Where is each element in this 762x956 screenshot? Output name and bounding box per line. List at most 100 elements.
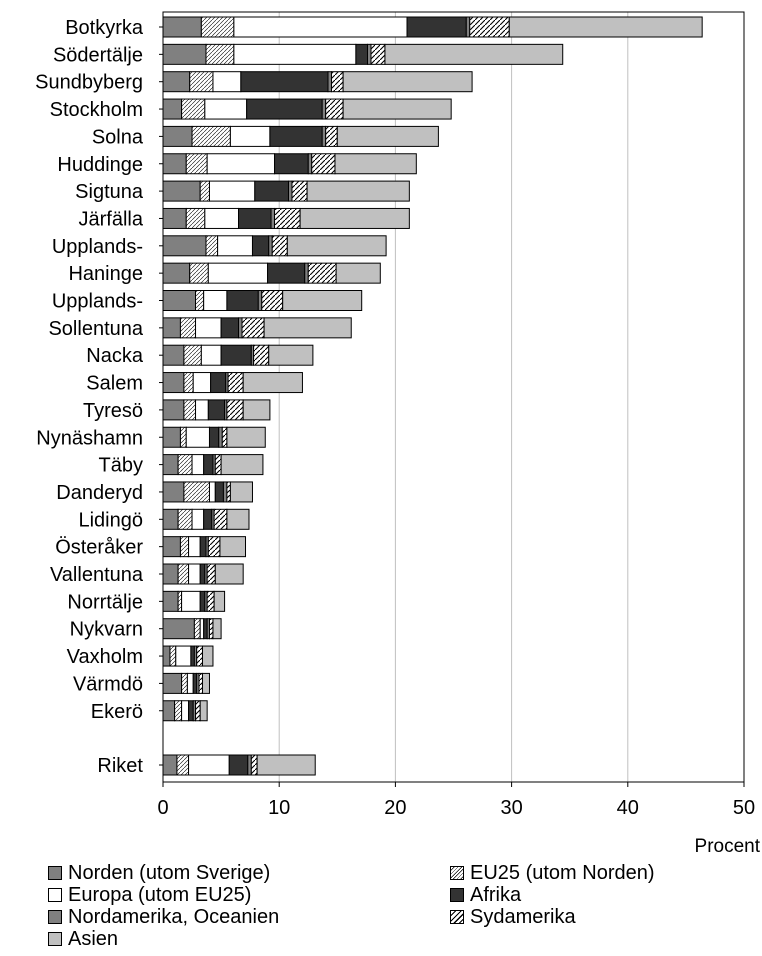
category-label: Tyresö [83,400,143,422]
bar-segment [242,372,303,394]
bar-segment [336,125,439,147]
bar-segment [181,98,206,120]
bar-segment [299,207,410,229]
bar-segment [220,317,240,339]
bar-segment [162,98,183,120]
bar-segment [406,16,467,38]
legend-label: Sydamerika [470,906,576,928]
category-label: Sundbyberg [35,72,143,94]
bar-segment [199,590,206,612]
bar-segment [200,16,235,38]
category-label: Nacka [86,345,144,367]
bar-segment [228,754,249,776]
bar-segment [226,481,231,503]
bar-segment [226,290,259,311]
bar-segment [208,618,214,640]
bars [162,16,703,776]
bar-segment [162,344,185,366]
bar-segment [162,290,197,311]
bar-segment [177,454,193,476]
category-label: Nykvarn [70,619,143,641]
bar-segment [253,344,270,366]
legend-label: Asien [68,928,119,950]
bar-segment [200,344,222,366]
bar-segment [218,426,223,448]
bar-segment [193,618,201,640]
bar-segment [370,43,386,65]
bar-segment [192,372,212,394]
bar-segment [226,508,250,530]
category-labels: Botkyrka Södertälje Sundbyberg Stockholm Sol… [35,17,163,777]
bar-segment [256,754,316,776]
bar-segment [267,262,306,284]
bar-segment [212,71,242,93]
category-label: Täby [99,455,143,477]
bar-segment [179,317,197,339]
bar-segment [268,344,314,366]
bar-segment [469,16,510,38]
bar-segment [204,98,248,120]
bar-segment [335,262,381,284]
bar-segment [268,235,273,257]
bar-segment [162,262,191,284]
category-label: Salem [86,373,143,395]
x-axis-ticks: 0 10 20 30 40 50 [157,782,755,819]
plot-area-frame [162,11,745,783]
bar-segment [270,207,276,229]
bar-segment [271,235,288,257]
bar-segment [195,700,201,722]
bar-segment [207,399,226,421]
x-tick-label: 10 [268,797,290,819]
bar-segment [202,645,214,667]
bar-segment [162,317,181,339]
legend-item: Norden (utom Sverige) [48,862,270,884]
legend-swatch [48,910,62,924]
bar-segment [241,317,265,339]
bar-segment [186,672,194,694]
bar-segment [213,590,226,612]
bar-segment [162,180,201,202]
bar-segment [210,372,227,394]
bar-segment [189,71,214,93]
legend-item: Europa (utom EU25) [48,884,251,906]
bar-segment [177,508,193,530]
bar-segment [162,618,195,640]
category-label: Upplands- [52,236,143,258]
bar-segment [162,481,185,503]
bar-segment [203,290,228,311]
bar-segment [179,426,187,448]
bar-segment [321,98,327,120]
category-label: Österåker [55,537,143,559]
bar-segment [207,536,221,558]
bar-segment [214,481,224,503]
bar-segment [204,207,240,229]
category-label: Lidingö [78,509,143,531]
bar-segment [220,454,264,476]
bar-segment [162,754,178,776]
bar-segment [311,153,336,175]
bar-segment [214,563,244,585]
legend-swatch [450,866,464,880]
x-tick-label: 40 [617,797,639,819]
bar-segment [185,426,210,448]
bar-segment [199,563,206,585]
bar-segment [162,563,179,585]
bar-segment [342,71,473,93]
legend-item: Asien [48,928,118,950]
bar-segment [214,454,222,476]
bar-segment [367,43,372,65]
category-label: Riket [97,755,143,777]
bar-segment [162,700,176,722]
bar-segment [355,43,369,65]
bar-segment [190,645,195,667]
bar-segment [176,754,190,776]
bar-segment [229,481,253,503]
bar-segment [206,590,215,612]
bar-segment [162,43,207,65]
category-label: Södertälje [53,44,143,66]
bar-segment [175,645,192,667]
bar-segment [206,153,276,175]
bar-segment [261,290,284,311]
legend-item: Nordamerika, Oceanien [48,906,279,928]
bar-segment [203,618,208,640]
